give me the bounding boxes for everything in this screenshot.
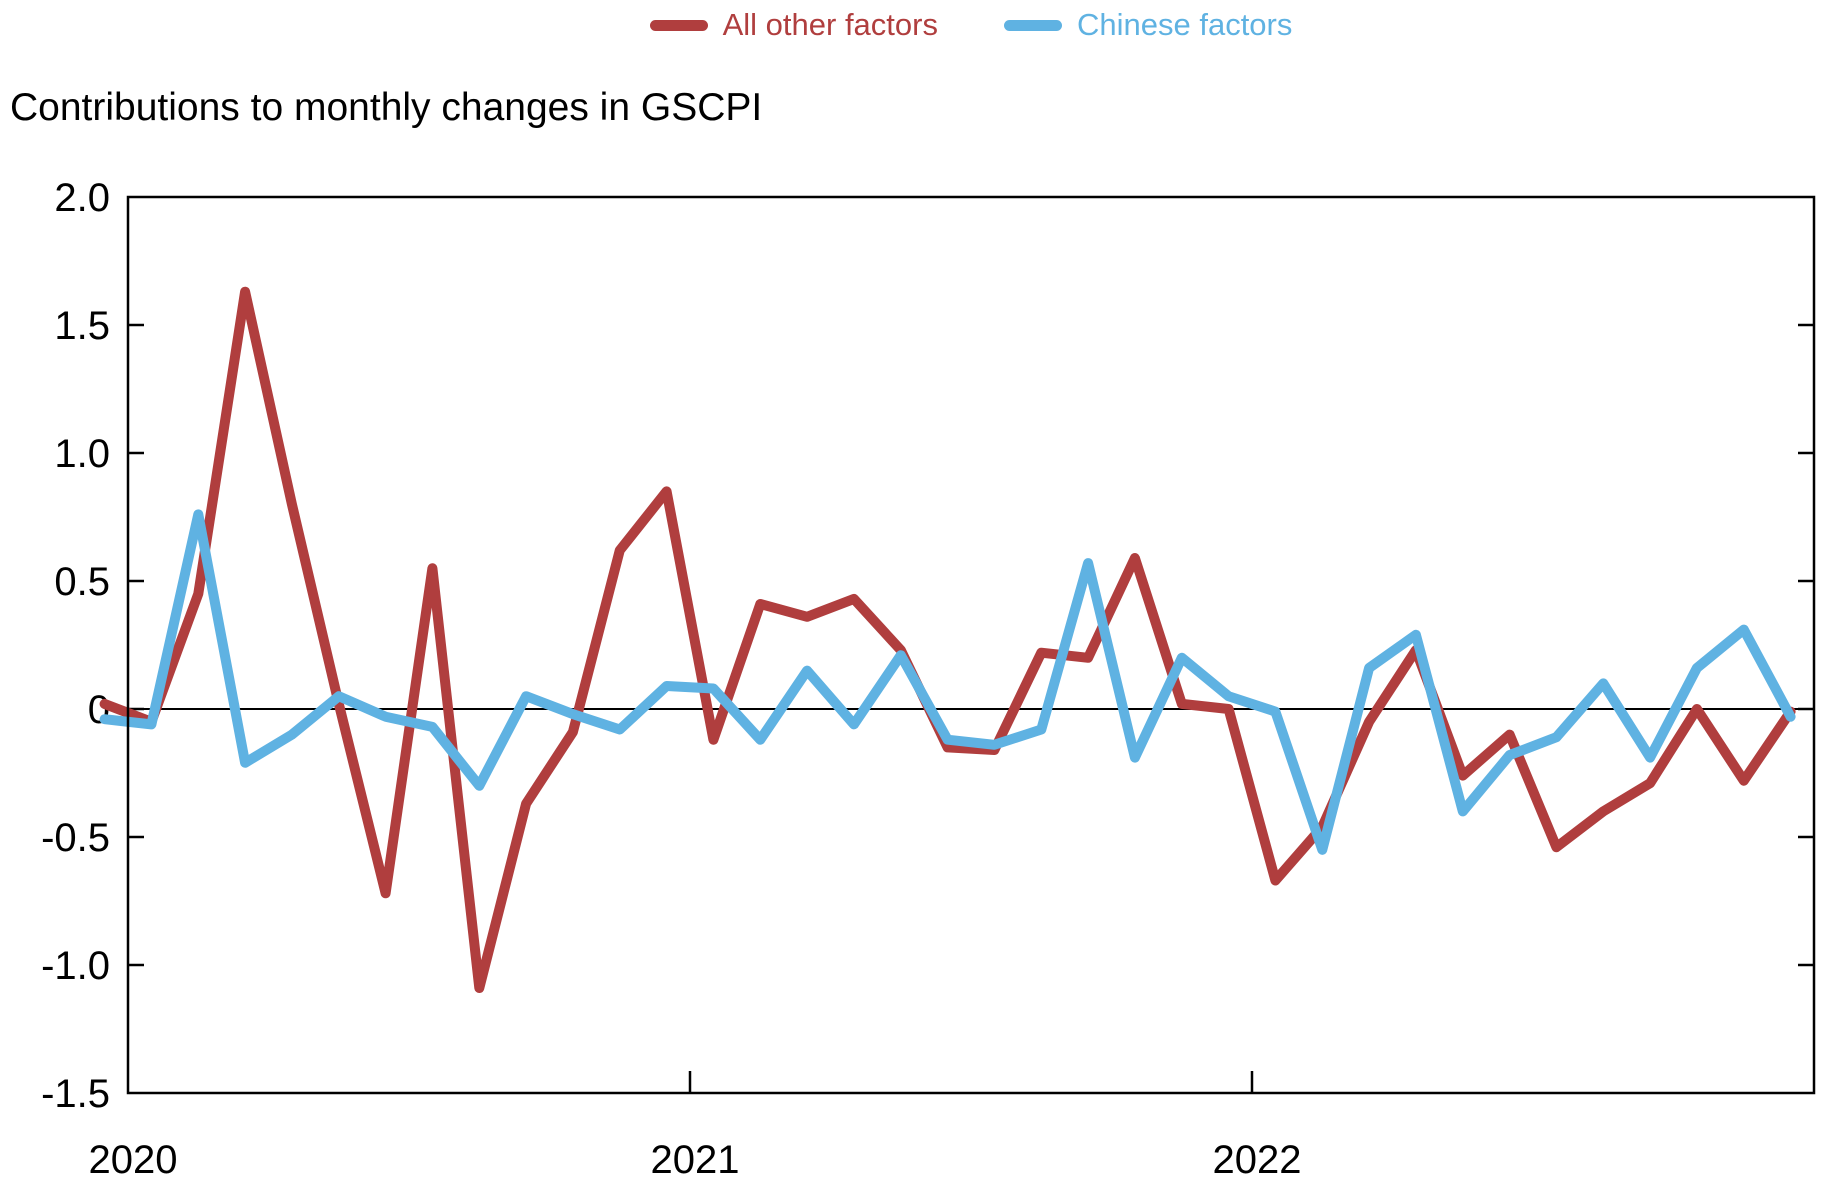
y-tick-label: 1.5 xyxy=(54,304,110,348)
x-tick-label: 2020 xyxy=(89,1138,178,1182)
x-tick-label: 2021 xyxy=(651,1138,740,1182)
legend-item-chinese-factors: Chinese factors xyxy=(1003,7,1293,42)
series-line-all-other-factors xyxy=(99,286,1796,993)
legend-swatch-all-other-factors xyxy=(649,19,708,31)
page-title: Contributions to monthly changes in GSCP… xyxy=(10,86,763,129)
legend-label-chinese-factors: Chinese factors xyxy=(1076,7,1293,42)
y-tick-label: 1.0 xyxy=(54,432,110,476)
series-line-chinese-factors xyxy=(99,509,1796,855)
y-tick-label: 0.5 xyxy=(54,560,110,604)
legend-label-all-other-factors: All other factors xyxy=(722,7,938,42)
y-tick-label: -0.5 xyxy=(41,816,110,860)
legend-item-all-other-factors: All other factors xyxy=(649,7,938,42)
legend: All other factors Chinese factors xyxy=(128,7,1814,42)
plot-frame xyxy=(126,195,1816,1095)
legend-swatch-chinese-factors xyxy=(1003,19,1062,31)
y-tick-label: -1.5 xyxy=(41,1072,110,1116)
y-tick-label: 2.0 xyxy=(54,176,110,220)
x-tick-label: 2022 xyxy=(1213,1138,1302,1182)
y-tick-label: -1.0 xyxy=(41,944,110,988)
